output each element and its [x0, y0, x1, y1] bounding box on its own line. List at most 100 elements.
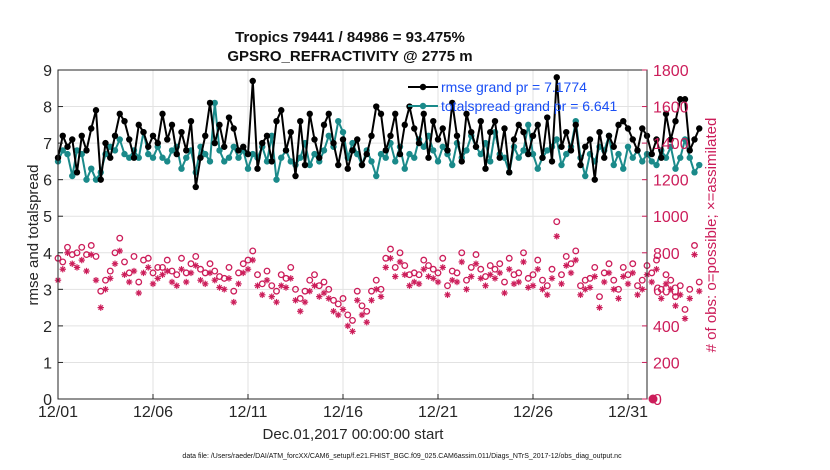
- rmse-point: [629, 136, 636, 143]
- totalspread-point: [382, 154, 389, 161]
- totalspread-point: [164, 158, 171, 165]
- asterisk-stroke: [302, 299, 308, 305]
- y-tick-label-left: 6: [43, 173, 52, 190]
- totalspread-point: [216, 147, 223, 154]
- totalspread-point: [325, 132, 332, 139]
- totalspread-point: [639, 158, 646, 165]
- possible-obs-point: [657, 285, 665, 293]
- assimilated-obs-point: [582, 286, 589, 293]
- rmse-point: [691, 136, 698, 143]
- rmse-point: [187, 117, 195, 125]
- totalspread-point: [273, 176, 280, 183]
- possible-obs-point: [106, 267, 114, 275]
- rmse-point: [420, 110, 427, 118]
- possible-obs-point: [477, 265, 485, 273]
- rmse-point: [487, 128, 494, 136]
- totalspread-point: [69, 172, 76, 180]
- rmse-point: [311, 136, 318, 143]
- y-tick-label-right: 1000: [653, 209, 689, 226]
- assimilated-obs-point: [667, 286, 674, 293]
- asterisk-stroke: [112, 261, 118, 267]
- totalspread-point: [230, 143, 237, 150]
- possible-obs-point: [444, 282, 451, 290]
- rmse-point: [121, 117, 128, 125]
- possible-obs-point: [401, 262, 409, 270]
- assimilated-obs-point: [69, 260, 76, 267]
- possible-obs-point: [629, 260, 637, 268]
- rmse-point: [102, 139, 109, 147]
- rmse-point: [610, 143, 617, 150]
- asterisk-stroke: [625, 281, 631, 287]
- rmse-point: [653, 136, 660, 143]
- rmse-point: [586, 136, 594, 143]
- rmse-point: [681, 96, 689, 103]
- possible-obs-point: [572, 247, 580, 255]
- possible-obs-point: [491, 265, 499, 273]
- assimilated-obs-point: [230, 298, 237, 306]
- totalspread-point: [135, 154, 142, 161]
- asterisk-stroke: [506, 266, 512, 272]
- asterisk-stroke: [131, 268, 137, 274]
- asterisk-stroke: [549, 275, 555, 282]
- totalspread-point: [335, 117, 342, 125]
- assimilated-obs-point: [282, 284, 290, 291]
- assimilated-obs-point: [121, 271, 128, 278]
- possible-obs-point: [515, 269, 523, 277]
- rmse-point: [287, 128, 294, 136]
- possible-obs-point: [206, 260, 214, 268]
- possible-obs-point: [363, 307, 371, 315]
- rmse-point: [596, 128, 603, 136]
- assimilated-obs-point: [653, 266, 660, 273]
- asterisk-stroke: [216, 284, 223, 291]
- assimilated-obs-point: [363, 319, 370, 326]
- assimilated-obs-point: [311, 282, 318, 289]
- rmse-point: [244, 150, 252, 158]
- rmse-point: [696, 125, 703, 132]
- assimilated-obs-point: [173, 282, 180, 289]
- possible-obs-point: [121, 258, 128, 266]
- asterisk-stroke: [463, 286, 470, 292]
- assimilated-obs-point: [686, 295, 693, 302]
- asterisk-stroke: [482, 283, 489, 289]
- rmse-point: [634, 147, 641, 154]
- asterisk-stroke: [501, 290, 508, 296]
- assimilated-obs-point: [354, 297, 361, 304]
- y-tick-label-right: 400: [653, 319, 680, 336]
- rmse-point: [278, 107, 285, 114]
- legend-spread-label: totalspread grand pr = 6.641: [441, 98, 618, 114]
- rmse-point: [458, 158, 465, 165]
- rmse-point: [411, 125, 418, 132]
- possible-obs-point: [695, 278, 703, 286]
- assimilated-obs-point: [406, 282, 413, 289]
- assimilated-obs-point: [259, 291, 266, 299]
- possible-obs-point: [391, 263, 399, 271]
- possible-obs-point: [605, 260, 613, 268]
- assimilated-obs-point: [586, 284, 594, 291]
- asterisk-stroke: [307, 288, 313, 294]
- totalspread-point: [178, 165, 185, 172]
- totalspread-point: [667, 143, 674, 150]
- rmse-point: [472, 143, 480, 150]
- rmse-point: [577, 161, 584, 169]
- possible-obs-point: [396, 249, 404, 257]
- rmse-point: [273, 117, 280, 125]
- y-tick-label-right: 1400: [653, 136, 689, 153]
- assimilated-obs-point: [501, 289, 508, 297]
- possible-obs-point: [577, 282, 584, 290]
- rmse-point: [235, 147, 242, 154]
- rmse-point: [126, 136, 133, 143]
- x-tick-label: 12/16: [323, 404, 363, 421]
- rmse-point: [197, 154, 204, 161]
- y-tick-label-right: 1600: [653, 100, 689, 117]
- asterisk-stroke: [178, 266, 185, 272]
- rmse-point: [111, 132, 119, 139]
- y-tick-label-right: 0: [653, 392, 662, 409]
- totalspread-point: [520, 147, 527, 154]
- rmse-point: [396, 150, 404, 158]
- assimilated-obs-point: [534, 266, 541, 273]
- x-axis-label: Dec.01,2017 00:00:00 start: [263, 426, 445, 443]
- assimilated-obs-point: [211, 276, 218, 284]
- assimilated-obs-point: [126, 278, 133, 286]
- totalspread-point: [582, 172, 589, 180]
- asterisk-stroke: [193, 262, 199, 269]
